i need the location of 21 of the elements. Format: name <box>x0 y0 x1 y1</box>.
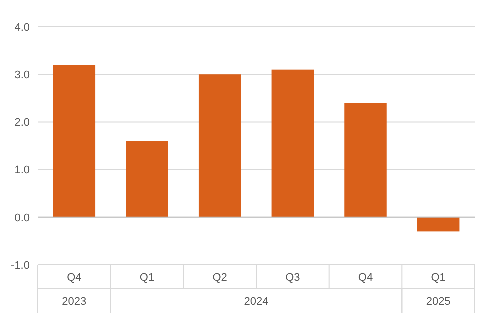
bar <box>417 217 460 232</box>
text: 2023 <box>62 296 87 308</box>
bar <box>53 65 96 218</box>
bar <box>126 141 168 218</box>
y-tick-label: 0.0 <box>14 212 30 224</box>
x-tick-label: Q4 <box>67 272 82 284</box>
y-tick-label: -1.0 <box>11 260 30 272</box>
bar <box>344 103 387 218</box>
y-tick-label: 3.0 <box>14 69 30 82</box>
text: 2025 <box>426 296 451 308</box>
x-tick-label: Q2 <box>212 272 228 284</box>
x-tick-label: Q3 <box>286 272 300 284</box>
y-tick-label: 1.0 <box>14 164 30 177</box>
y-tick-label: 2.0 <box>14 117 30 130</box>
x-tick-label: Q1 <box>431 272 446 284</box>
x-tick-label: Q4 <box>358 272 374 284</box>
bar <box>198 74 242 218</box>
y-tick-label: 4.0 <box>14 22 30 34</box>
bar <box>272 70 314 218</box>
text: 2024 <box>244 296 269 308</box>
x-tick-label: Q1 <box>140 272 155 284</box>
